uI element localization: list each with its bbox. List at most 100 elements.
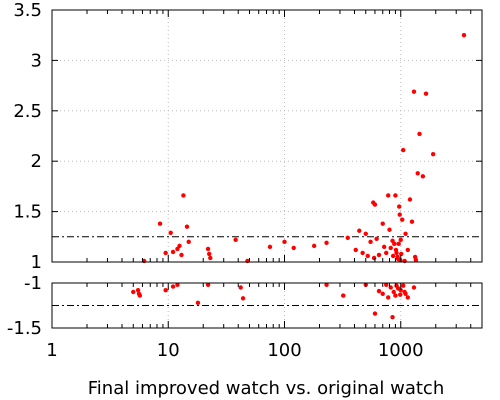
data-point (388, 245, 393, 251)
panel-frame-upper (51, 9, 483, 263)
data-point (401, 147, 406, 153)
data-point (371, 255, 377, 261)
data-point (233, 237, 238, 243)
data-point (400, 217, 405, 222)
y-tick-label: 1.5 (13, 202, 42, 223)
data-point (394, 250, 399, 256)
data-point (420, 174, 426, 179)
data-point (282, 239, 287, 245)
data-point (324, 240, 329, 246)
x-axis-label: Final improved watch vs. original watch (88, 378, 444, 399)
data-point (391, 289, 396, 295)
y-tick-label: 2 (31, 151, 42, 172)
data-point (238, 285, 243, 290)
panel-frame-lower (51, 282, 483, 329)
data-point (386, 193, 391, 198)
data-point (384, 282, 389, 287)
data-point (390, 315, 395, 320)
y-tick-label: -1 (24, 273, 42, 294)
data-point (131, 289, 136, 295)
y-tick-label: 3 (31, 50, 42, 71)
data-point (403, 231, 408, 236)
data-point (390, 253, 396, 259)
x-tick-label: 10 (157, 340, 180, 361)
data-point (368, 239, 373, 245)
data-point (240, 296, 246, 301)
data-point (387, 227, 392, 232)
data-point (372, 202, 378, 207)
x-tick-label: 1000 (378, 340, 424, 361)
y-tick-label: 2.5 (13, 101, 42, 122)
data-point (163, 250, 168, 256)
data-point (399, 251, 404, 257)
data-point (423, 91, 429, 96)
data-point (205, 246, 211, 252)
data-point (363, 231, 368, 236)
data-point (360, 250, 365, 256)
data-point (357, 228, 362, 233)
grid-layer (51, 9, 482, 329)
data-point (401, 283, 406, 288)
data-point (175, 282, 180, 287)
data-point (380, 291, 385, 296)
data-point (170, 249, 176, 255)
data-point (403, 291, 408, 296)
data-point (415, 171, 420, 176)
data-point (208, 255, 213, 261)
y-tick-label: 3.5 (13, 0, 42, 21)
data-point (386, 295, 391, 300)
data-point (168, 230, 173, 235)
data-point (179, 252, 184, 258)
axes (51, 9, 483, 329)
data-point (461, 33, 467, 38)
data-point (341, 293, 346, 298)
data-point (353, 247, 358, 253)
data-point (184, 224, 190, 229)
data-point (398, 288, 403, 293)
data-point (430, 151, 436, 157)
x-tick-label: 1 (46, 340, 57, 361)
data-point (181, 193, 186, 198)
data-point (345, 235, 350, 241)
data-point (405, 247, 411, 253)
data-point (135, 288, 141, 293)
data-point (170, 284, 176, 289)
y-tick-label: 1 (31, 252, 42, 273)
data-point (374, 236, 379, 242)
reference-lines (52, 236, 482, 306)
data-point (405, 295, 411, 300)
data-point (195, 300, 201, 305)
data-point (206, 251, 212, 257)
data-point (157, 221, 163, 226)
data-point (398, 292, 403, 297)
data-point (411, 89, 417, 94)
data-point (311, 243, 317, 249)
data-point (163, 288, 168, 293)
data-point (372, 311, 378, 316)
data-point (393, 293, 398, 298)
data-point (384, 250, 389, 256)
data-point (397, 212, 402, 217)
data-point (177, 243, 182, 249)
data-point (413, 257, 419, 263)
data-point (396, 241, 401, 247)
data-point (291, 245, 296, 251)
data-point (397, 204, 402, 209)
data-point (245, 258, 250, 264)
tick-labels: 11.522.533.5-1-1.51 10 100 1000 (7, 0, 424, 361)
data-point (411, 285, 417, 290)
data-point (376, 288, 382, 294)
data-point (392, 241, 397, 247)
data-point (380, 221, 385, 226)
data-point (381, 244, 387, 250)
data-point (402, 258, 407, 264)
data-point (324, 282, 329, 287)
data-point (393, 193, 398, 198)
data-point (376, 252, 382, 258)
data-point (407, 197, 413, 202)
data-point (398, 257, 403, 263)
data-point (137, 293, 143, 298)
data-point (417, 131, 422, 137)
data-point (398, 237, 403, 243)
